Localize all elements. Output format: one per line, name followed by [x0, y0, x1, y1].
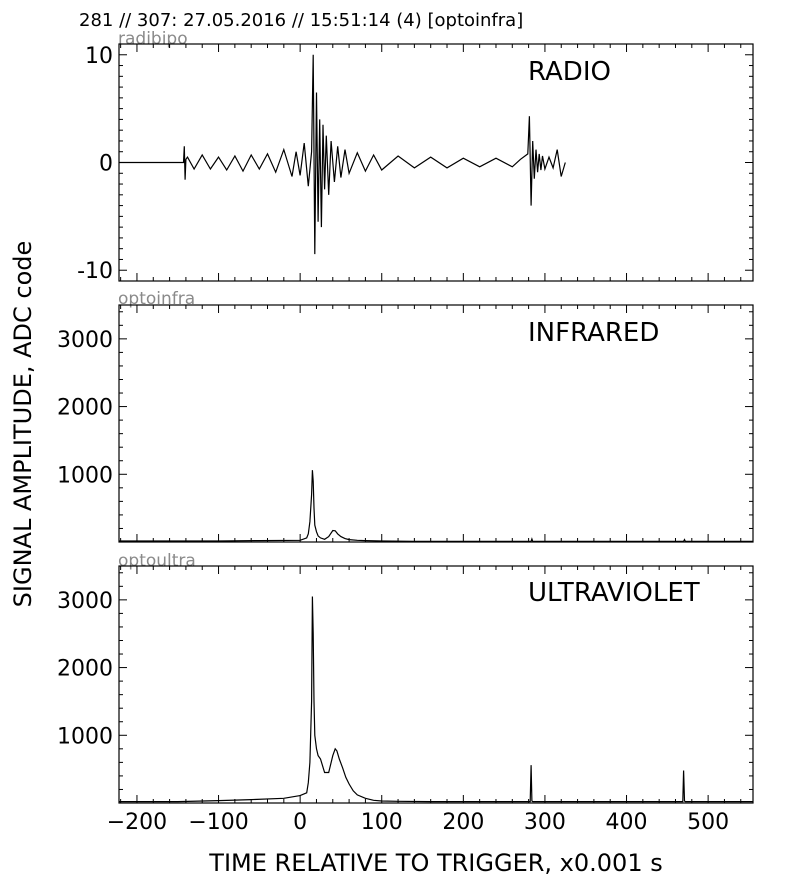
- y-tick-labels: 3000 2000 1000: [57, 589, 113, 749]
- panel-radio: radibipo 100-10 RADIO: [77, 29, 754, 284]
- x-tick-label: 0: [293, 810, 307, 835]
- series-line: [119, 470, 753, 542]
- y-tick-label: 2000: [57, 396, 113, 421]
- x-tick-label: 100: [361, 810, 403, 835]
- y-tick-label: 2000: [57, 657, 113, 682]
- y-tick-label: 1000: [57, 463, 113, 488]
- x-tick-label: 500: [687, 810, 729, 835]
- axis-ticks: [119, 305, 753, 543]
- x-tick-label: 300: [524, 810, 566, 835]
- series-line: [119, 54, 566, 255]
- series-line: [119, 596, 753, 803]
- y-tick-labels: 3000 2000 1000: [57, 328, 113, 488]
- panel-infrared: optoinfra 3000 2000 1000 INFRARED: [57, 289, 754, 543]
- x-tick-label: −200: [107, 810, 167, 835]
- panel-ultraviolet: optoultra 3000 2000 1000 ULTRAVIOLET: [57, 551, 754, 804]
- plot-frame: [118, 565, 754, 804]
- panel-title: ULTRAVIOLET: [528, 578, 700, 608]
- x-tick-labels: −200 −100 0 100 200 300 400 500: [107, 810, 729, 835]
- panel-source-label: optoinfra: [118, 289, 195, 309]
- y-tick-label: 1000: [57, 724, 113, 749]
- y-tick-label: 10: [85, 44, 113, 69]
- y-tick-label: 0: [99, 152, 113, 177]
- x-axis-label: TIME RELATIVE TO TRIGGER, x0.001 s: [208, 849, 662, 877]
- y-tick-label: -10: [77, 259, 113, 284]
- panel-title: INFRARED: [528, 318, 659, 348]
- x-tick-label: 200: [442, 810, 484, 835]
- y-axis-label: SIGNAL AMPLITUDE, ADC code: [9, 241, 37, 608]
- y-tick-label: 3000: [57, 589, 113, 614]
- x-tick-label: 400: [606, 810, 648, 835]
- y-tick-label: 3000: [57, 328, 113, 353]
- panel-title: RADIO: [528, 57, 611, 87]
- figure-header: 281 // 307: 27.05.2016 // 15:51:14 (4) […: [79, 10, 523, 31]
- plot-frame: [118, 304, 754, 543]
- x-tick-label: −100: [188, 810, 248, 835]
- y-tick-labels: 10 0 -10: [77, 44, 113, 284]
- panel-source-label: optoultra: [118, 551, 196, 571]
